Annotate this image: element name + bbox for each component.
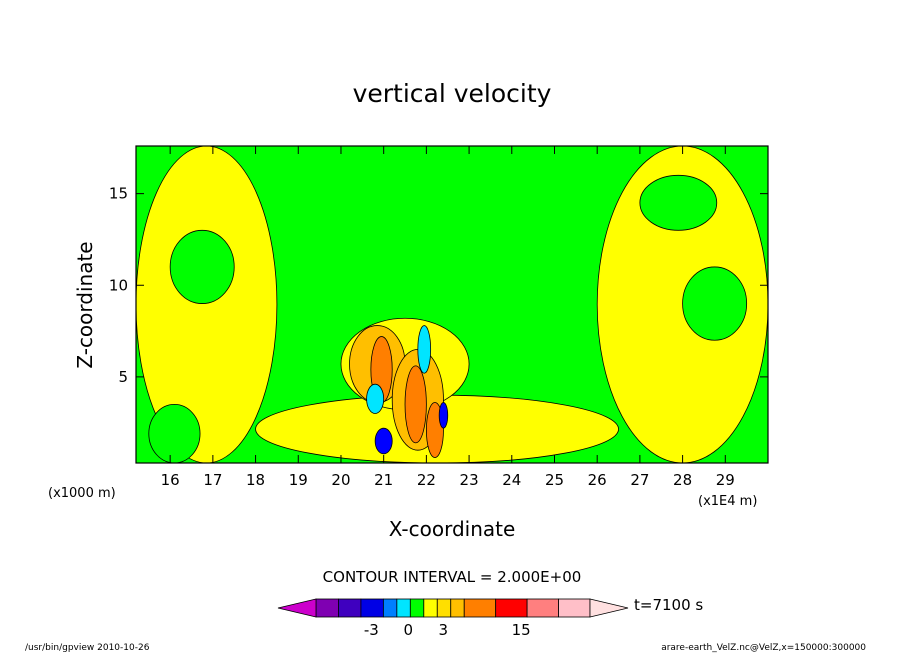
contour-region-orange [404, 365, 427, 444]
colorbar-cell [463, 598, 497, 618]
contour-region-yellow [136, 146, 278, 463]
contour-region-green [682, 266, 748, 341]
x-tick-label: 27 [630, 471, 649, 489]
colorbar-title: CONTOUR INTERVAL = 2.000E+00 [323, 568, 582, 586]
y-tick-label: 15 [109, 185, 128, 203]
contour-region-green [639, 174, 718, 231]
colorbar-tick-label: -3 [364, 621, 379, 639]
x-tick-label: 17 [203, 471, 222, 489]
colorbar: -3 0 3 15 [277, 598, 629, 639]
x-tick-label: 16 [161, 471, 180, 489]
contour-region-green [148, 403, 201, 463]
colorbar-low-arrow [277, 598, 317, 618]
colorbar-cell [396, 598, 411, 618]
contour-region-green [169, 229, 235, 304]
colorbar-cell [436, 598, 452, 618]
contour-region-blue [438, 402, 449, 429]
chart-title: vertical velocity [353, 79, 552, 108]
x-tick-label: 22 [417, 471, 436, 489]
colorbar-tick-label: 3 [439, 621, 449, 639]
colorbar-cell [360, 598, 384, 618]
colorbar-cell [526, 598, 559, 618]
y-unit-label: (x1000 m) [48, 486, 116, 501]
colorbar-cell [409, 598, 425, 618]
colorbar-cell [558, 598, 591, 618]
x-tick-label: 18 [246, 471, 265, 489]
x-tick-label: 25 [545, 471, 564, 489]
colorbar-cell [423, 598, 438, 618]
colorbar-cell [338, 598, 362, 618]
contour-region-blue [374, 427, 393, 455]
colorbar-cell [382, 598, 398, 618]
footer-left: /usr/bin/gpview 2010-10-26 [25, 643, 150, 653]
colorbar-high-arrow [589, 598, 629, 618]
contour-regions [136, 146, 768, 463]
time-label: t=7100 s [634, 596, 703, 614]
contour-region-cyan [366, 383, 385, 414]
colorbar-cell [495, 598, 528, 618]
contour-region-cyan [417, 325, 432, 374]
x-tick-label: 28 [673, 471, 692, 489]
y-tick-label: 10 [109, 276, 128, 294]
x-tick-label: 29 [716, 471, 735, 489]
x-tick-label: 24 [502, 471, 521, 489]
x-ticks: 16 17 18 19 20 21 22 23 24 25 26 27 28 29 [161, 146, 735, 489]
colorbar-cell [315, 598, 339, 618]
x-tick-label: 20 [331, 471, 350, 489]
x-tick-label: 19 [289, 471, 308, 489]
x-axis-label: X-coordinate [389, 517, 516, 541]
x-tick-label: 23 [460, 471, 479, 489]
x-tick-label: 21 [374, 471, 393, 489]
y-ticks: 5 10 15 [109, 185, 768, 386]
colorbar-tick-label: 0 [404, 621, 414, 639]
footer-right: arare-earth_VelZ.nc@VelZ,x=150000:300000 [661, 643, 866, 653]
x-tick-label: 26 [588, 471, 607, 489]
plot-area: 16 17 18 19 20 21 22 23 24 25 26 27 28 29 5 10 15 [109, 145, 769, 489]
colorbar-cell [450, 598, 465, 618]
x-unit-label: (x1E4 m) [698, 494, 757, 509]
y-axis-label: Z-coordinate [73, 241, 97, 368]
y-tick-label: 5 [118, 368, 128, 386]
plot-frame [135, 145, 769, 464]
colorbar-tick-label: 15 [512, 621, 531, 639]
